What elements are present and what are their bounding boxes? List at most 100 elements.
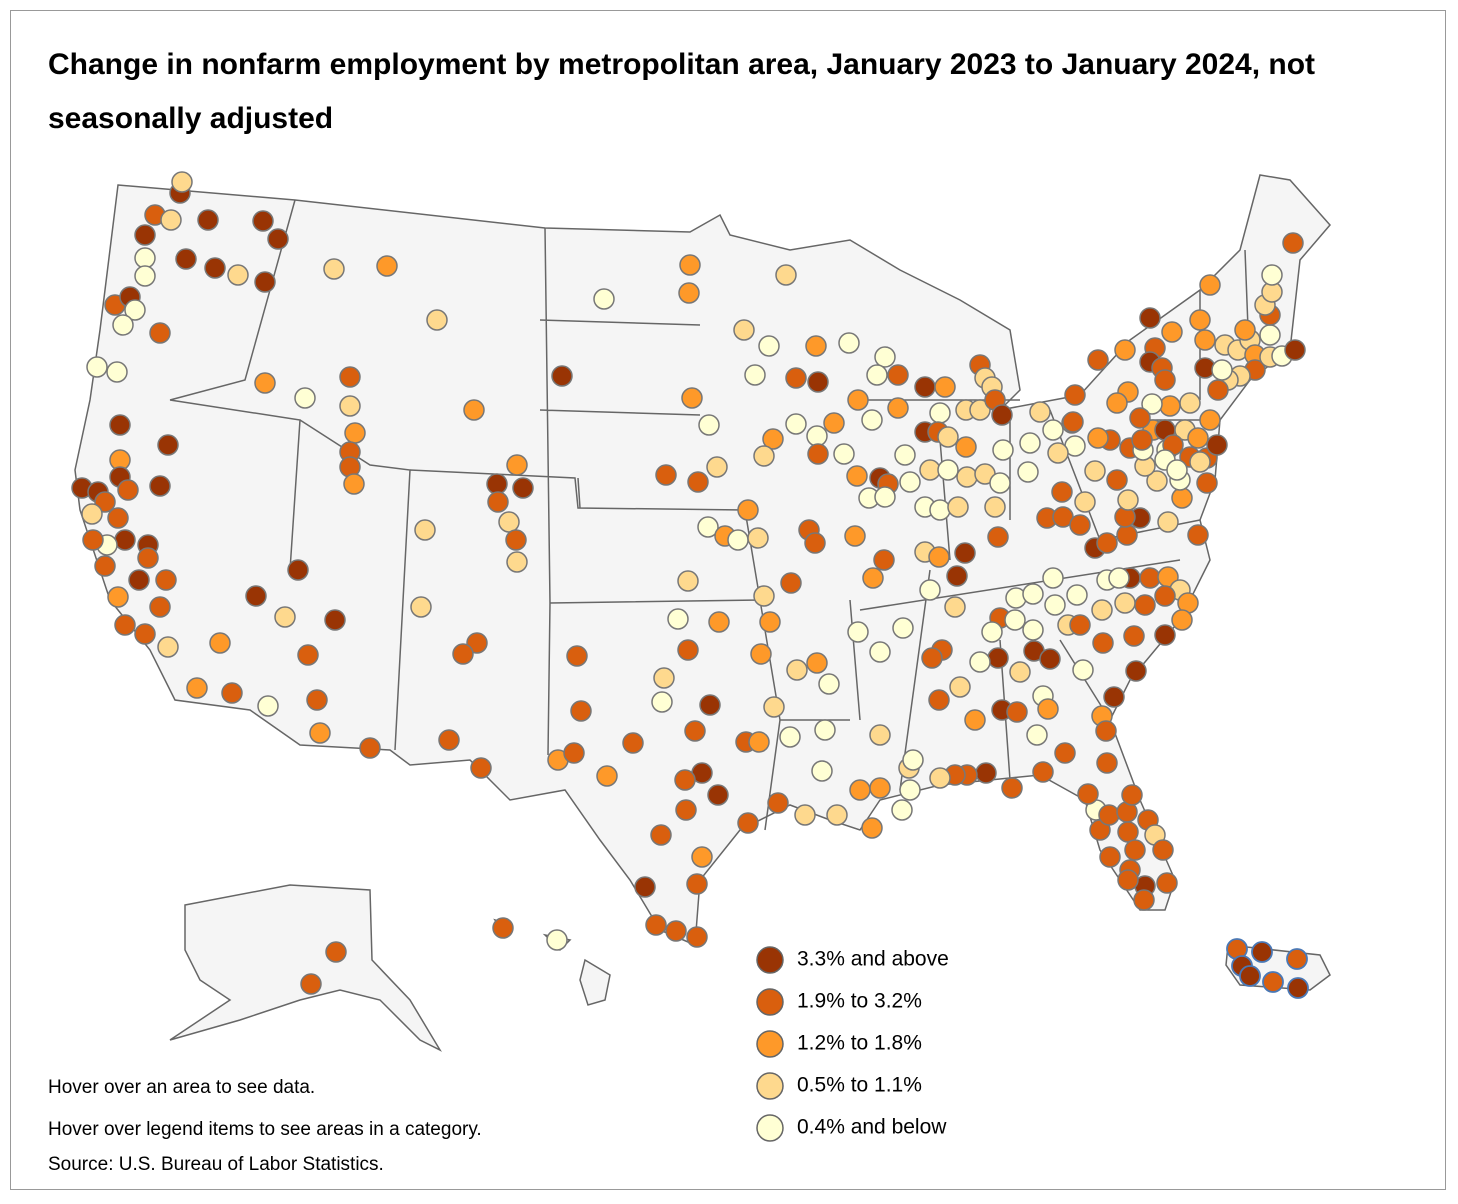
metro-dot[interactable] bbox=[1117, 821, 1139, 843]
metro-dot[interactable] bbox=[964, 709, 986, 731]
metro-dot[interactable] bbox=[753, 445, 775, 467]
metro-dot[interactable] bbox=[1084, 460, 1106, 482]
metro-dot[interactable] bbox=[861, 409, 883, 431]
metro-dot[interactable] bbox=[1207, 379, 1229, 401]
metro-dot[interactable] bbox=[838, 332, 860, 354]
metro-dot[interactable] bbox=[1194, 329, 1216, 351]
metro-dot[interactable] bbox=[300, 973, 322, 995]
metro-dot[interactable] bbox=[274, 606, 296, 628]
metro-dot[interactable] bbox=[506, 551, 528, 573]
metro-dot[interactable] bbox=[1114, 339, 1136, 361]
metro-dot[interactable] bbox=[849, 779, 871, 801]
metro-dot[interactable] bbox=[1087, 349, 1109, 371]
metro-dot[interactable] bbox=[1282, 232, 1304, 254]
metro-dot[interactable] bbox=[747, 527, 769, 549]
metro-dot[interactable] bbox=[1117, 489, 1139, 511]
metro-dot[interactable] bbox=[775, 264, 797, 286]
metro-dot[interactable] bbox=[566, 645, 588, 667]
metro-dot[interactable] bbox=[343, 473, 365, 495]
metro-dot[interactable] bbox=[128, 569, 150, 591]
metro-dot[interactable] bbox=[1146, 470, 1168, 492]
metro-dot[interactable] bbox=[806, 425, 828, 447]
metro-dot[interactable] bbox=[806, 652, 828, 674]
metro-dot[interactable] bbox=[919, 579, 941, 601]
metro-dot[interactable] bbox=[254, 372, 276, 394]
metro-dot[interactable] bbox=[160, 209, 182, 231]
metro-dot[interactable] bbox=[106, 361, 128, 383]
metro-dot[interactable] bbox=[949, 676, 971, 698]
metro-dot[interactable] bbox=[744, 364, 766, 386]
metro-dot[interactable] bbox=[1116, 524, 1138, 546]
metro-dot[interactable] bbox=[1037, 698, 1059, 720]
metro-dot[interactable] bbox=[487, 491, 509, 513]
metro-dot[interactable] bbox=[651, 691, 673, 713]
metro-dot[interactable] bbox=[570, 700, 592, 722]
metro-dot[interactable] bbox=[325, 941, 347, 963]
metro-dot[interactable] bbox=[946, 565, 968, 587]
metro-dot[interactable] bbox=[655, 464, 677, 486]
metro-dot[interactable] bbox=[1199, 409, 1221, 431]
metro-dot[interactable] bbox=[758, 335, 780, 357]
metro-dot[interactable] bbox=[252, 210, 274, 232]
metro-dot[interactable] bbox=[921, 647, 943, 669]
metro-dot[interactable] bbox=[221, 682, 243, 704]
metro-dot[interactable] bbox=[873, 549, 895, 571]
metro-dot[interactable] bbox=[708, 611, 730, 633]
metro-dot[interactable] bbox=[463, 399, 485, 421]
metro-dot[interactable] bbox=[209, 632, 231, 654]
metro-dot[interactable] bbox=[324, 609, 346, 631]
metro-dot[interactable] bbox=[892, 617, 914, 639]
metro-dot[interactable] bbox=[498, 511, 520, 533]
metro-dot[interactable] bbox=[1103, 686, 1125, 708]
metro-dot[interactable] bbox=[894, 444, 916, 466]
metro-dot[interactable] bbox=[891, 799, 913, 821]
metro-dot[interactable] bbox=[1287, 977, 1309, 999]
metro-dot[interactable] bbox=[267, 228, 289, 250]
metro-dot[interactable] bbox=[805, 335, 827, 357]
metro-dot[interactable] bbox=[748, 731, 770, 753]
metro-dot[interactable] bbox=[869, 641, 891, 663]
metro-dot[interactable] bbox=[992, 439, 1014, 461]
metro-dot[interactable] bbox=[309, 722, 331, 744]
metro-dot[interactable] bbox=[1108, 567, 1130, 589]
metro-dot[interactable] bbox=[679, 254, 701, 276]
metro-dot[interactable] bbox=[410, 596, 432, 618]
metro-dot[interactable] bbox=[1019, 432, 1041, 454]
metro-dot[interactable] bbox=[297, 644, 319, 666]
metro-dot[interactable] bbox=[1125, 660, 1147, 682]
metro-dot[interactable] bbox=[869, 724, 891, 746]
metro-dot[interactable] bbox=[937, 426, 959, 448]
metro-dot[interactable] bbox=[737, 499, 759, 521]
metro-dot[interactable] bbox=[486, 473, 508, 495]
metro-dot[interactable] bbox=[134, 265, 156, 287]
metro-dot[interactable] bbox=[622, 732, 644, 754]
metro-dot[interactable] bbox=[1087, 427, 1109, 449]
metro-dot[interactable] bbox=[1051, 481, 1073, 503]
metro-dot[interactable] bbox=[1092, 632, 1114, 654]
metro-dot[interactable] bbox=[1098, 804, 1120, 826]
metro-dot[interactable] bbox=[107, 507, 129, 529]
metro-dot[interactable] bbox=[1189, 309, 1211, 331]
legend-swatch[interactable] bbox=[756, 1072, 784, 1100]
metro-dot[interactable] bbox=[681, 387, 703, 409]
legend-label[interactable]: 3.3% and above bbox=[797, 948, 949, 971]
metro-dot[interactable] bbox=[1262, 971, 1284, 993]
metro-dot[interactable] bbox=[874, 486, 896, 508]
metro-dot[interactable] bbox=[1234, 319, 1256, 341]
metro-dot[interactable] bbox=[1114, 592, 1136, 614]
metro-dot[interactable] bbox=[706, 456, 728, 478]
metro-dot[interactable] bbox=[944, 596, 966, 618]
metro-dot[interactable] bbox=[171, 171, 193, 193]
metro-dot[interactable] bbox=[197, 209, 219, 231]
metro-dot[interactable] bbox=[339, 395, 361, 417]
legend-label[interactable]: 0.4% and below bbox=[797, 1116, 947, 1139]
metro-dot[interactable] bbox=[914, 376, 936, 398]
metro-dot[interactable] bbox=[114, 614, 136, 636]
metro-dot[interactable] bbox=[1042, 419, 1064, 441]
metro-dot[interactable] bbox=[1022, 583, 1044, 605]
metro-dot[interactable] bbox=[919, 459, 941, 481]
metro-dot[interactable] bbox=[847, 389, 869, 411]
metro-dot[interactable] bbox=[794, 804, 816, 826]
metro-dot[interactable] bbox=[804, 532, 826, 554]
metro-dot[interactable] bbox=[887, 397, 909, 419]
